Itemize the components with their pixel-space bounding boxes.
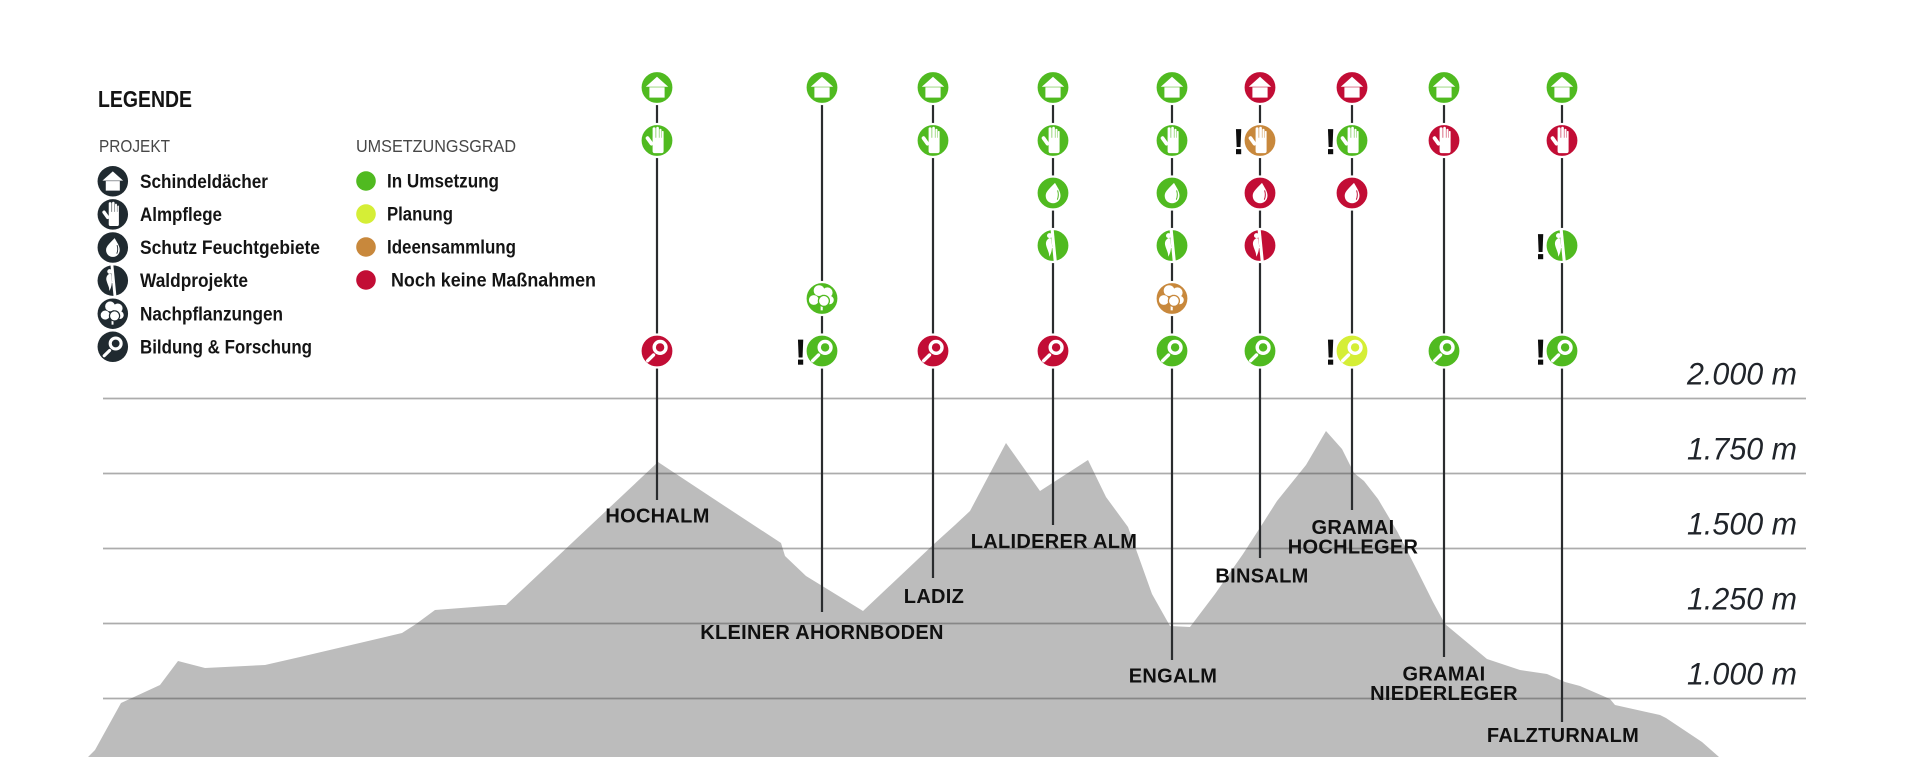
svg-text:In Umsetzung: In Umsetzung (387, 172, 499, 193)
svg-text:Noch keine Maßnahmen: Noch keine Maßnahmen (391, 271, 596, 292)
svg-text:Almpflege: Almpflege (140, 205, 222, 226)
svg-text:1.500 m: 1.500 m (1687, 506, 1797, 542)
svg-text:Nachpflanzungen: Nachpflanzungen (140, 304, 283, 325)
svg-text:1.250 m: 1.250 m (1687, 581, 1797, 617)
svg-text:KLEINER AHORNBODEN: KLEINER AHORNBODEN (700, 622, 944, 644)
svg-text:GRAMAI: GRAMAI (1312, 517, 1395, 539)
svg-text:HOCHLEGER: HOCHLEGER (1288, 537, 1419, 559)
svg-text:GRAMAI: GRAMAI (1403, 664, 1486, 686)
svg-text:LADIZ: LADIZ (904, 586, 964, 608)
svg-text:HOCHALM: HOCHALM (605, 506, 709, 528)
svg-text:BINSALM: BINSALM (1215, 566, 1308, 588)
svg-text:LEGENDE: LEGENDE (98, 86, 192, 112)
svg-text:PROJEKT: PROJEKT (99, 136, 170, 156)
svg-text:Schindeldächer: Schindeldächer (140, 172, 269, 193)
svg-text:FALZTURNALM: FALZTURNALM (1487, 725, 1639, 747)
svg-text:NIEDERLEGER: NIEDERLEGER (1370, 683, 1518, 705)
svg-text:1.000 m: 1.000 m (1687, 656, 1797, 692)
svg-text:Ideensammlung: Ideensammlung (387, 238, 516, 259)
svg-text:2.000 m: 2.000 m (1686, 356, 1797, 392)
svg-text:Bildung & Forschung: Bildung & Forschung (140, 337, 312, 358)
svg-text:Schutz Feuchtgebiete: Schutz Feuchtgebiete (140, 238, 320, 259)
svg-text:LALIDERER ALM: LALIDERER ALM (971, 531, 1137, 553)
svg-text:Planung: Planung (387, 205, 453, 226)
svg-text:UMSETZUNGSGRAD: UMSETZUNGSGRAD (356, 136, 516, 156)
svg-text:Waldprojekte: Waldprojekte (140, 271, 248, 292)
svg-text:1.750 m: 1.750 m (1687, 431, 1797, 467)
svg-text:ENGALM: ENGALM (1129, 666, 1217, 688)
